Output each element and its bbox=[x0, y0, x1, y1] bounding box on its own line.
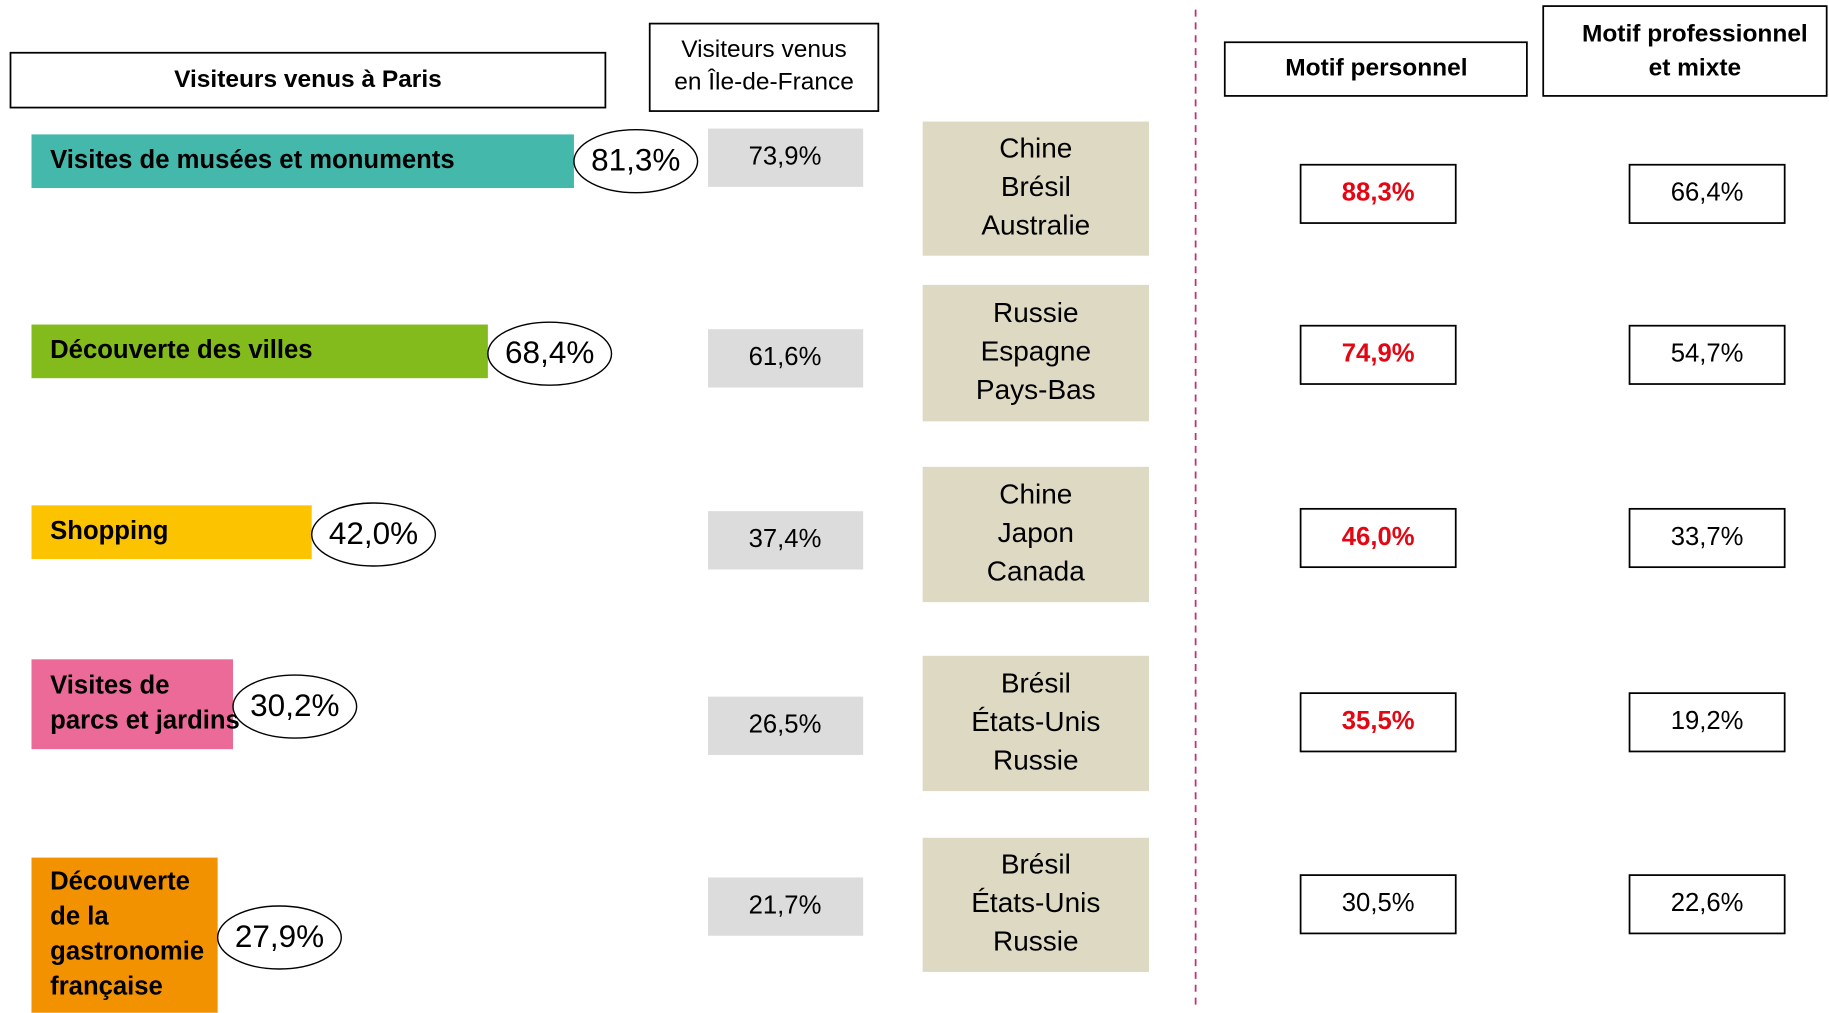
motif-box bbox=[1628, 874, 1786, 935]
category-label: Visites de bbox=[50, 671, 169, 699]
country-box bbox=[922, 655, 1149, 792]
idf-label: 37,4% bbox=[749, 525, 822, 553]
header: et mixte bbox=[1649, 55, 1742, 82]
value-label: 27,9% bbox=[235, 918, 324, 954]
idf-box bbox=[708, 511, 864, 570]
value-ellipse bbox=[232, 674, 358, 739]
bar bbox=[31, 505, 312, 559]
country-label: Australie bbox=[981, 210, 1090, 241]
motif-box bbox=[1299, 507, 1457, 569]
country-label: Brésil bbox=[1001, 849, 1071, 880]
motif-box bbox=[1628, 163, 1786, 224]
category-label: Shopping bbox=[50, 517, 168, 545]
country-label: Canada bbox=[987, 555, 1085, 586]
motif-label: 88,3% bbox=[1342, 179, 1415, 207]
category-label: Découverte bbox=[50, 867, 190, 895]
country-label: États-Unis bbox=[971, 706, 1100, 737]
header-box bbox=[9, 51, 607, 109]
value-ellipse bbox=[311, 502, 437, 567]
motif-box bbox=[1299, 324, 1457, 385]
motif-box bbox=[1628, 507, 1786, 569]
motif-label: 30,5% bbox=[1342, 889, 1415, 917]
motif-label: 35,5% bbox=[1342, 707, 1415, 735]
motif-label: 74,9% bbox=[1342, 340, 1415, 368]
category-label: Découverte des villes bbox=[50, 336, 312, 364]
header-box bbox=[1542, 5, 1828, 97]
country-box bbox=[922, 284, 1149, 422]
header-box bbox=[648, 22, 880, 112]
value-label: 81,3% bbox=[591, 142, 680, 178]
value-label: 30,2% bbox=[250, 687, 339, 723]
category-label: parcs et jardins bbox=[50, 706, 240, 734]
country-box bbox=[922, 121, 1149, 256]
idf-label: 61,6% bbox=[749, 343, 822, 371]
country-box bbox=[922, 837, 1149, 972]
value-label: 42,0% bbox=[329, 515, 418, 551]
motif-label: 33,7% bbox=[1671, 523, 1744, 551]
value-label: 68,4% bbox=[505, 334, 594, 370]
header: Visiteurs venus bbox=[681, 36, 847, 63]
header-box bbox=[1223, 41, 1528, 97]
idf-box bbox=[708, 877, 864, 936]
country-label: Brésil bbox=[1001, 667, 1071, 698]
country-label: Pays-Bas bbox=[976, 374, 1096, 405]
bar bbox=[31, 324, 488, 379]
country-label: Chine bbox=[999, 133, 1072, 164]
bar bbox=[31, 134, 574, 189]
idf-label: 73,9% bbox=[749, 143, 822, 171]
category-label: de la bbox=[50, 902, 109, 930]
country-label: Russie bbox=[993, 744, 1079, 775]
header: Visiteurs venus à Paris bbox=[174, 66, 442, 93]
category-label: française bbox=[50, 972, 163, 1000]
motif-label: 54,7% bbox=[1671, 340, 1744, 368]
value-ellipse bbox=[216, 905, 342, 970]
header: Motif professionnel bbox=[1582, 21, 1808, 48]
country-label: Russie bbox=[993, 926, 1079, 957]
motif-label: 22,6% bbox=[1671, 889, 1744, 917]
motif-box bbox=[1628, 692, 1786, 753]
value-ellipse bbox=[487, 321, 613, 386]
country-label: Russie bbox=[993, 297, 1079, 328]
category-label: gastronomie bbox=[50, 937, 204, 965]
idf-label: 21,7% bbox=[749, 891, 822, 919]
bar bbox=[31, 857, 218, 1013]
country-box bbox=[922, 466, 1149, 603]
motif-box bbox=[1628, 324, 1786, 385]
country-label: Espagne bbox=[981, 336, 1091, 367]
motif-label: 66,4% bbox=[1671, 179, 1744, 207]
idf-box bbox=[708, 128, 864, 187]
category-label: Visites de musées et monuments bbox=[50, 146, 454, 174]
idf-box bbox=[708, 696, 864, 755]
country-label: Brésil bbox=[1001, 171, 1071, 202]
country-label: États-Unis bbox=[971, 887, 1100, 918]
idf-label: 26,5% bbox=[749, 711, 822, 739]
header: Motif personnel bbox=[1285, 55, 1467, 82]
motif-box bbox=[1299, 874, 1457, 935]
header: en Île-de-France bbox=[674, 69, 854, 96]
motif-box bbox=[1299, 163, 1457, 224]
country-label: Japon bbox=[998, 517, 1074, 548]
idf-box bbox=[708, 329, 864, 388]
country-label: Chine bbox=[999, 478, 1072, 509]
motif-label: 46,0% bbox=[1342, 523, 1415, 551]
motif-box bbox=[1299, 692, 1457, 753]
value-ellipse bbox=[573, 129, 699, 194]
bar bbox=[31, 659, 233, 750]
motif-label: 19,2% bbox=[1671, 707, 1744, 735]
